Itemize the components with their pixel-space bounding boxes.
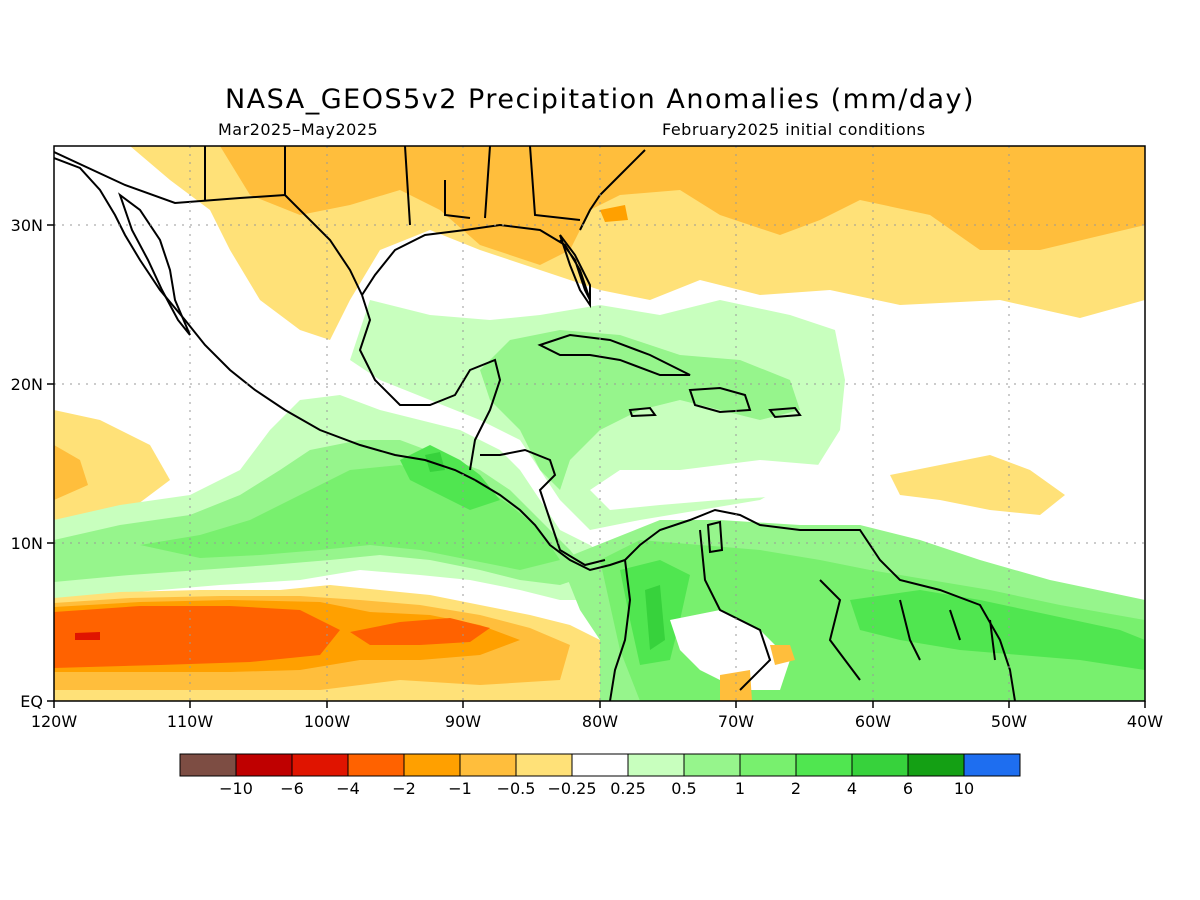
forecast-period: Mar2025–May2025 — [218, 120, 379, 139]
anomaly-region — [54, 410, 170, 520]
colorbar-labels: −10 −6 −4 −2 −1 −0.5 −0.25 0.25 0.5 1 2 4 6 10 — [219, 779, 974, 798]
initial-conditions: February2025 initial conditions — [662, 120, 926, 139]
anomaly-region — [75, 632, 100, 640]
colorbar-label: −0.25 — [547, 779, 596, 798]
colorbar-swatch — [963, 753, 1021, 777]
anomaly-region — [140, 146, 1145, 265]
colorbar-swatch — [683, 753, 741, 777]
anomaly-region — [590, 460, 840, 510]
coastlines — [54, 146, 1016, 701]
colorbar-swatch — [907, 753, 965, 777]
colorbar-swatch — [291, 753, 349, 777]
lon-label: 70W — [718, 712, 754, 731]
colorbar-swatch — [627, 753, 685, 777]
colorbar-label: 0.5 — [671, 779, 696, 798]
state-borders — [204, 146, 581, 226]
anomaly-region — [400, 445, 500, 510]
colorbar-label: 2 — [791, 779, 801, 798]
map-title: NASA_GEOS5v2 Precipitation Anomalies (mm… — [224, 84, 976, 115]
longitude-labels: 120W 110W 100W 90W 80W 70W 60W 50W 40W — [31, 712, 1163, 731]
colorbar — [179, 753, 1021, 777]
anomaly-region — [720, 670, 752, 701]
us-gulf-coast — [361, 223, 591, 301]
lake-maracaibo — [706, 520, 724, 554]
graticule — [54, 146, 1145, 701]
anomaly-region — [350, 618, 490, 645]
gulf-coast — [358, 294, 502, 471]
us-mexico-border — [54, 151, 363, 296]
colorbar-swatch — [347, 753, 405, 777]
lon-label: 40W — [1127, 712, 1163, 731]
puerto-rico — [768, 406, 802, 419]
colorbar-label: −0.5 — [497, 779, 536, 798]
anomaly-region — [645, 585, 665, 650]
axis-ticks — [47, 224, 1146, 708]
anomaly-region — [54, 606, 340, 668]
latitude-labels: 30N 20N 10N EQ — [11, 216, 43, 711]
colorbar-label: −6 — [280, 779, 304, 798]
anomaly-region — [770, 645, 795, 665]
lon-label: 80W — [582, 712, 618, 731]
colorbar-label: 4 — [847, 779, 857, 798]
colorbar-swatch — [459, 753, 517, 777]
cuba — [537, 333, 691, 376]
south-america-west-coast — [609, 559, 632, 701]
lon-label: 120W — [31, 712, 78, 731]
colorbar-swatch — [235, 753, 293, 777]
colorbar-label: −2 — [392, 779, 416, 798]
colorbar-swatch — [795, 753, 853, 777]
lat-label: 20N — [11, 375, 43, 394]
colorbar-label: 6 — [903, 779, 913, 798]
anomaly-region — [54, 445, 88, 500]
anomaly-region — [890, 455, 1065, 515]
anomaly-region — [600, 205, 628, 222]
lat-label: 10N — [11, 534, 43, 553]
lon-label: 90W — [445, 712, 481, 731]
baja-california — [118, 192, 191, 336]
colorbar-label: 0.25 — [610, 779, 646, 798]
lon-label: 50W — [991, 712, 1027, 731]
colorbar-label: −4 — [336, 779, 360, 798]
jamaica — [628, 406, 657, 418]
colorbar-swatch — [851, 753, 909, 777]
anomaly-region — [850, 590, 1145, 670]
hispaniola — [688, 386, 752, 414]
interior-borders — [699, 529, 996, 691]
colorbar-swatch — [403, 753, 461, 777]
colorbar-label: 1 — [735, 779, 745, 798]
lat-label: 30N — [11, 216, 43, 235]
colorbar-label: −10 — [219, 779, 253, 798]
colorbar-swatch — [179, 753, 237, 777]
lat-label: EQ — [20, 692, 43, 711]
lon-label: 100W — [304, 712, 351, 731]
anomaly-region — [425, 452, 445, 472]
florida — [559, 234, 591, 309]
central-america — [474, 479, 626, 572]
lon-label: 60W — [855, 712, 891, 731]
colorbar-swatch — [571, 753, 629, 777]
anomaly-field — [54, 146, 1145, 701]
colorbar-label: −1 — [448, 779, 472, 798]
colorbar-label: 10 — [954, 779, 974, 798]
lon-label: 110W — [167, 712, 214, 731]
colorbar-swatch — [739, 753, 797, 777]
central-america-caribbean — [480, 448, 606, 567]
colorbar-swatch — [515, 753, 573, 777]
mexico-pacific-coast — [54, 157, 476, 481]
